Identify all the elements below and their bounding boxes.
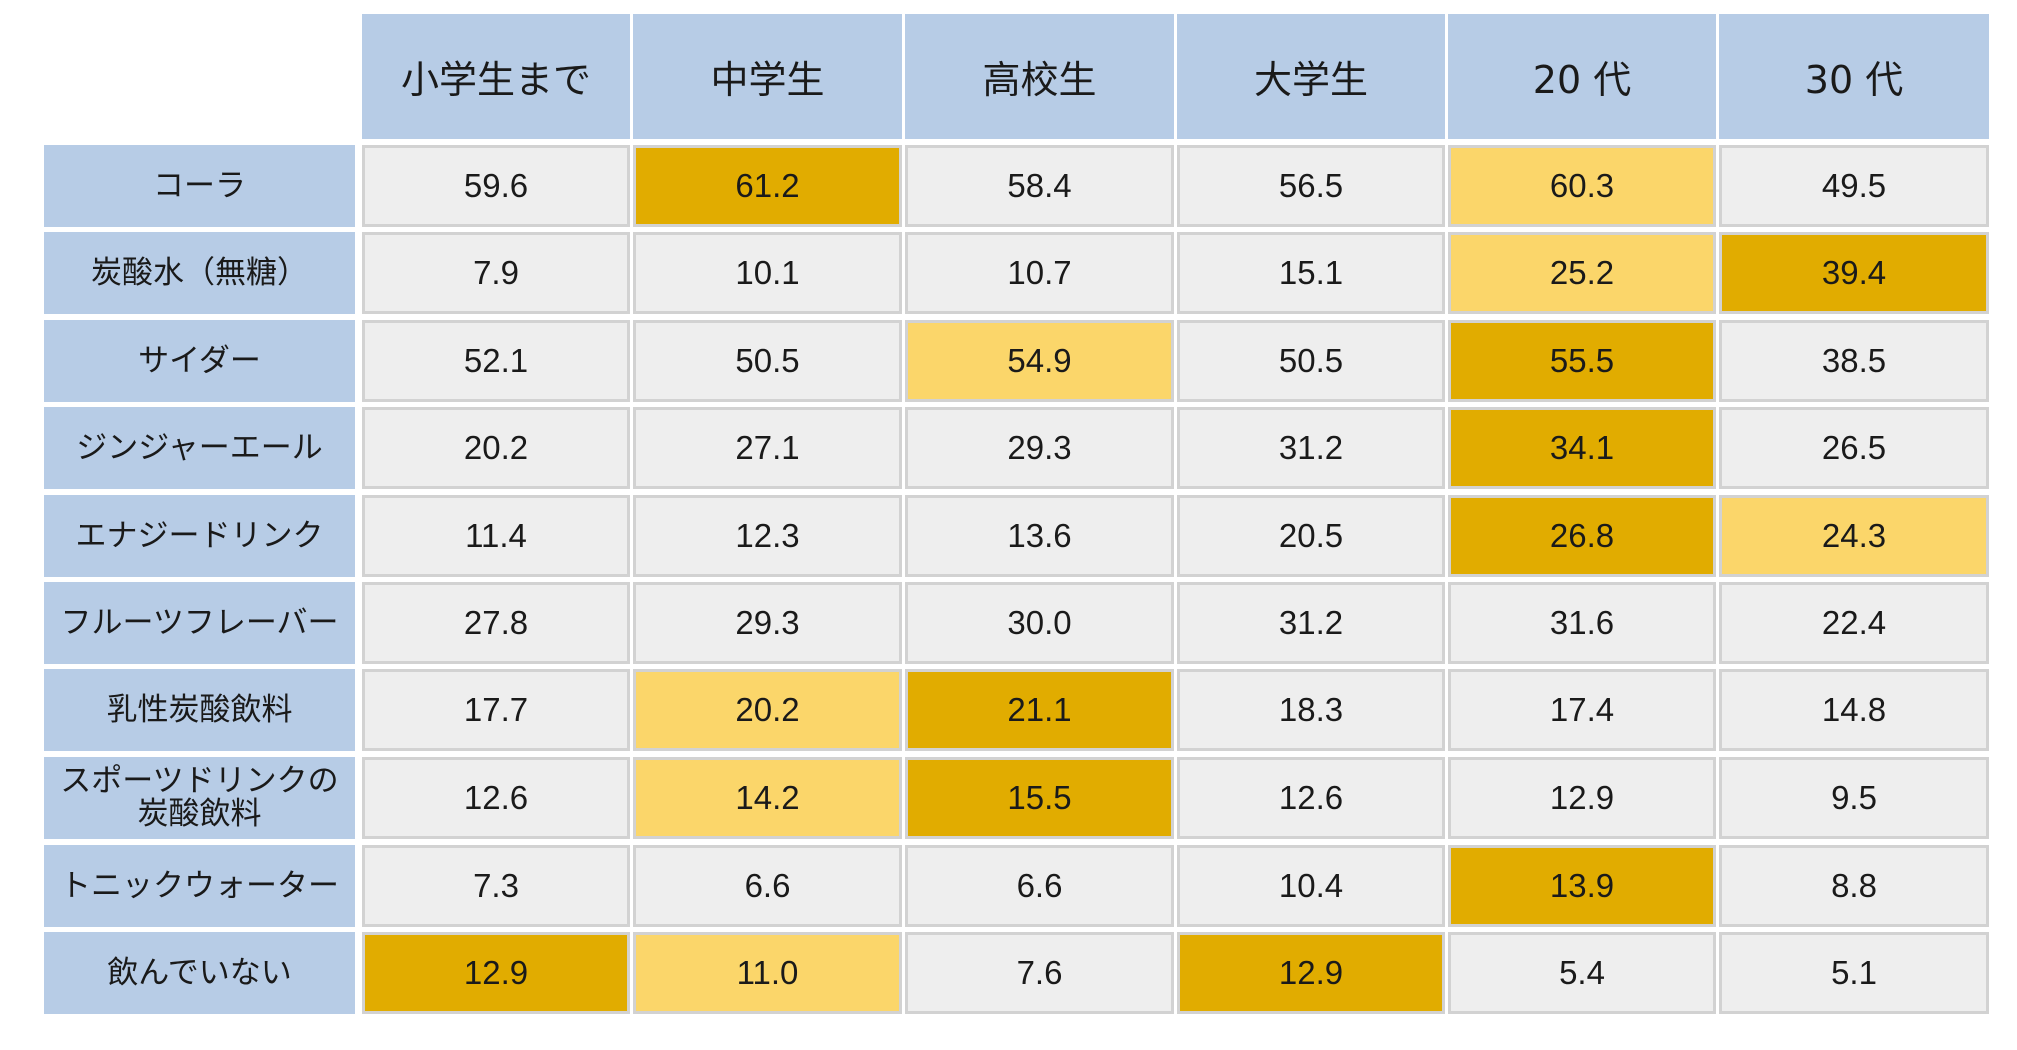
data-cell: 14.2	[633, 757, 902, 839]
data-cell: 15.1	[1177, 232, 1445, 314]
data-cell: 27.8	[362, 582, 630, 664]
data-cell: 20.2	[362, 407, 630, 489]
row-header: トニックウォーター	[44, 845, 355, 927]
data-cell: 8.8	[1719, 845, 1989, 927]
data-cell: 10.1	[633, 232, 902, 314]
data-cell: 30.0	[905, 582, 1174, 664]
data-cell: 12.9	[362, 932, 630, 1014]
data-cell: 6.6	[905, 845, 1174, 927]
data-cell: 29.3	[905, 407, 1174, 489]
row-header: 炭酸水（無糖）	[44, 232, 355, 314]
column-header: 20 代	[1448, 14, 1716, 139]
data-cell: 22.4	[1719, 582, 1989, 664]
data-cell: 56.5	[1177, 145, 1445, 227]
data-cell: 39.4	[1719, 232, 1989, 314]
data-cell: 61.2	[633, 145, 902, 227]
data-cell: 15.5	[905, 757, 1174, 839]
data-cell: 12.9	[1177, 932, 1445, 1014]
data-cell: 20.2	[633, 669, 902, 751]
data-cell: 50.5	[1177, 320, 1445, 402]
column-header: 30 代	[1719, 14, 1989, 139]
row-header: 乳性炭酸飲料	[44, 669, 355, 751]
data-cell: 34.1	[1448, 407, 1716, 489]
data-cell: 13.6	[905, 495, 1174, 577]
column-header: 大学生	[1177, 14, 1445, 139]
data-cell: 6.6	[633, 845, 902, 927]
data-cell: 12.6	[362, 757, 630, 839]
data-cell: 17.7	[362, 669, 630, 751]
data-cell: 18.3	[1177, 669, 1445, 751]
data-cell: 58.4	[905, 145, 1174, 227]
data-cell: 31.6	[1448, 582, 1716, 664]
data-cell: 21.1	[905, 669, 1174, 751]
row-header: エナジードリンク	[44, 495, 355, 577]
data-cell: 11.4	[362, 495, 630, 577]
data-cell: 29.3	[633, 582, 902, 664]
data-cell: 7.3	[362, 845, 630, 927]
data-cell: 12.3	[633, 495, 902, 577]
data-cell: 17.4	[1448, 669, 1716, 751]
data-cell: 27.1	[633, 407, 902, 489]
data-cell: 52.1	[362, 320, 630, 402]
data-cell: 13.9	[1448, 845, 1716, 927]
data-cell: 24.3	[1719, 495, 1989, 577]
data-cell: 5.4	[1448, 932, 1716, 1014]
column-header: 高校生	[905, 14, 1174, 139]
data-cell: 7.6	[905, 932, 1174, 1014]
row-header: コーラ	[44, 145, 355, 227]
row-header: スポーツドリンクの炭酸飲料	[44, 757, 355, 839]
data-cell: 55.5	[1448, 320, 1716, 402]
row-header: サイダー	[44, 320, 355, 402]
row-header: ジンジャーエール	[44, 407, 355, 489]
row-header: 飲んでいない	[44, 932, 355, 1014]
data-cell: 38.5	[1719, 320, 1989, 402]
data-cell: 7.9	[362, 232, 630, 314]
data-cell: 10.4	[1177, 845, 1445, 927]
data-cell: 20.5	[1177, 495, 1445, 577]
data-cell: 12.9	[1448, 757, 1716, 839]
data-cell: 12.6	[1177, 757, 1445, 839]
data-cell: 9.5	[1719, 757, 1989, 839]
data-cell: 26.8	[1448, 495, 1716, 577]
data-cell: 11.0	[633, 932, 902, 1014]
data-cell: 5.1	[1719, 932, 1989, 1014]
column-header: 中学生	[633, 14, 902, 139]
column-header: 小学生まで	[362, 14, 630, 139]
data-cell: 60.3	[1448, 145, 1716, 227]
data-cell: 14.8	[1719, 669, 1989, 751]
data-cell: 31.2	[1177, 582, 1445, 664]
data-cell: 10.7	[905, 232, 1174, 314]
data-cell: 50.5	[633, 320, 902, 402]
data-cell: 54.9	[905, 320, 1174, 402]
data-cell: 49.5	[1719, 145, 1989, 227]
data-cell: 25.2	[1448, 232, 1716, 314]
row-header: フルーツフレーバー	[44, 582, 355, 664]
data-cell: 26.5	[1719, 407, 1989, 489]
data-cell: 31.2	[1177, 407, 1445, 489]
data-cell: 59.6	[362, 145, 630, 227]
